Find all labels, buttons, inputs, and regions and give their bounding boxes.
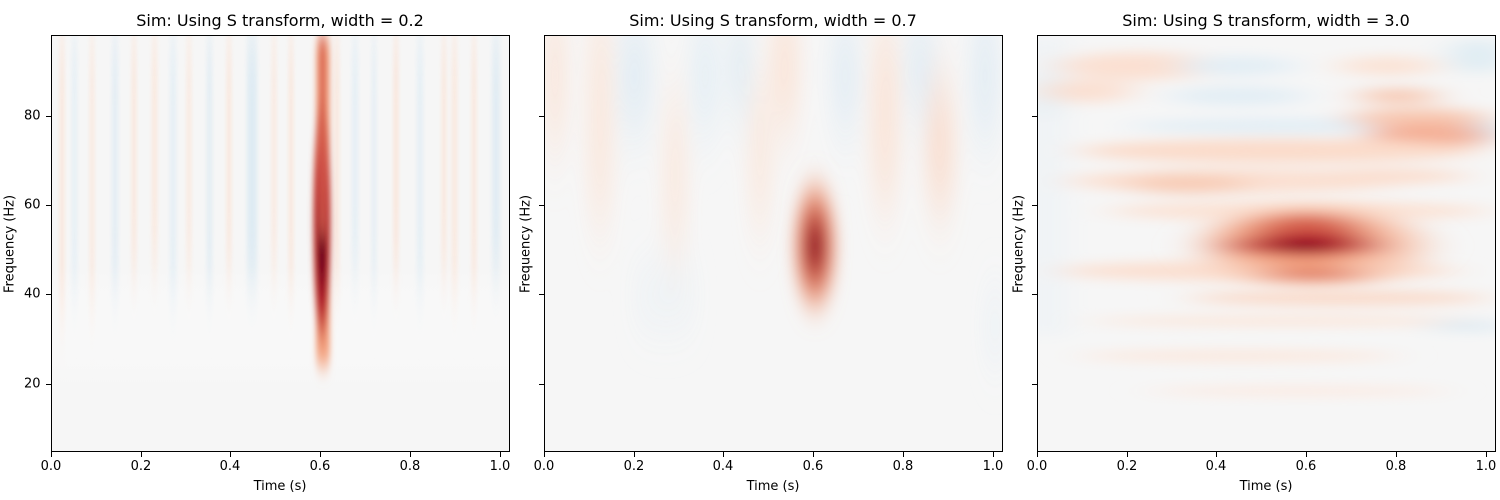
y-tick (46, 205, 51, 206)
panel-width-0-7: Sim: Using S transform, width = 0.7 (493, 0, 1013, 500)
y-tick-label: 40 (24, 286, 41, 302)
x-axis-label: Time (s) (253, 479, 307, 494)
panel-title: Sim: Using S transform, width = 3.0 (1122, 11, 1410, 30)
panel-title: Sim: Using S transform, width = 0.7 (629, 11, 917, 30)
panel-title: Sim: Using S transform, width = 0.2 (136, 11, 424, 30)
x-tick (320, 452, 321, 457)
heatmap-image (52, 36, 509, 451)
x-tick-label: 1.0 (982, 459, 1004, 474)
x-tick (544, 452, 545, 457)
x-tick (723, 452, 724, 457)
x-tick (1306, 452, 1307, 457)
y-tick (1032, 294, 1037, 295)
x-tick-label: 0.8 (399, 459, 421, 474)
y-axis-label: Frequency (Hz) (518, 194, 534, 294)
y-tick (46, 116, 51, 117)
y-tick (539, 205, 544, 206)
y-tick (46, 384, 51, 385)
x-tick-label: 1.0 (1475, 459, 1497, 474)
x-tick (500, 452, 501, 457)
x-axis-label: Time (s) (1239, 479, 1293, 494)
y-tick (539, 116, 544, 117)
heatmap-image (545, 36, 1002, 451)
x-tick-label: 0.0 (1026, 459, 1048, 474)
x-tick-label: 0.2 (130, 459, 152, 474)
x-tick (813, 452, 814, 457)
x-tick (1216, 452, 1217, 457)
y-axis-label: Frequency (Hz) (2, 194, 18, 294)
panel-width-0-2: Sim: Using S transform, width = 0.2 (0, 0, 520, 500)
heatmap-image (1038, 36, 1495, 451)
y-tick-label: 80 (24, 108, 41, 124)
x-tick-label: 0.8 (1385, 459, 1407, 474)
x-tick (230, 452, 231, 457)
x-tick (993, 452, 994, 457)
x-tick-label: 0.4 (712, 459, 734, 474)
x-tick (141, 452, 142, 457)
y-tick (539, 294, 544, 295)
x-tick-label: 0.0 (40, 459, 62, 474)
x-tick (1486, 452, 1487, 457)
spectrogram-plot (544, 35, 1003, 452)
x-tick-label: 0.8 (892, 459, 914, 474)
x-axis-label: Time (s) (746, 479, 800, 494)
x-tick-label: 0.2 (623, 459, 645, 474)
x-tick (410, 452, 411, 457)
y-axis-label: Frequency (Hz) (1011, 194, 1027, 294)
x-tick-label: 1.0 (489, 459, 511, 474)
x-tick-label: 0.2 (1116, 459, 1138, 474)
x-tick-label: 0.4 (219, 459, 241, 474)
x-tick-label: 0.4 (1205, 459, 1227, 474)
x-tick-label: 0.6 (1295, 459, 1317, 474)
y-tick (1032, 205, 1037, 206)
x-tick-label: 0.6 (802, 459, 824, 474)
y-tick (539, 384, 544, 385)
y-tick (1032, 116, 1037, 117)
x-tick-label: 0.6 (309, 459, 331, 474)
y-tick (46, 294, 51, 295)
x-tick (903, 452, 904, 457)
x-tick-label: 0.0 (533, 459, 555, 474)
spectrogram-plot (1037, 35, 1496, 452)
x-tick (1127, 452, 1128, 457)
x-tick (1396, 452, 1397, 457)
y-tick-label: 20 (24, 376, 41, 392)
x-tick (51, 452, 52, 457)
y-tick (1032, 384, 1037, 385)
spectrogram-plot (51, 35, 510, 452)
y-tick-label: 60 (24, 197, 41, 213)
panel-width-3-0: Sim: Using S transform, width = 3.0 (986, 0, 1500, 500)
x-tick (1037, 452, 1038, 457)
x-tick (634, 452, 635, 457)
